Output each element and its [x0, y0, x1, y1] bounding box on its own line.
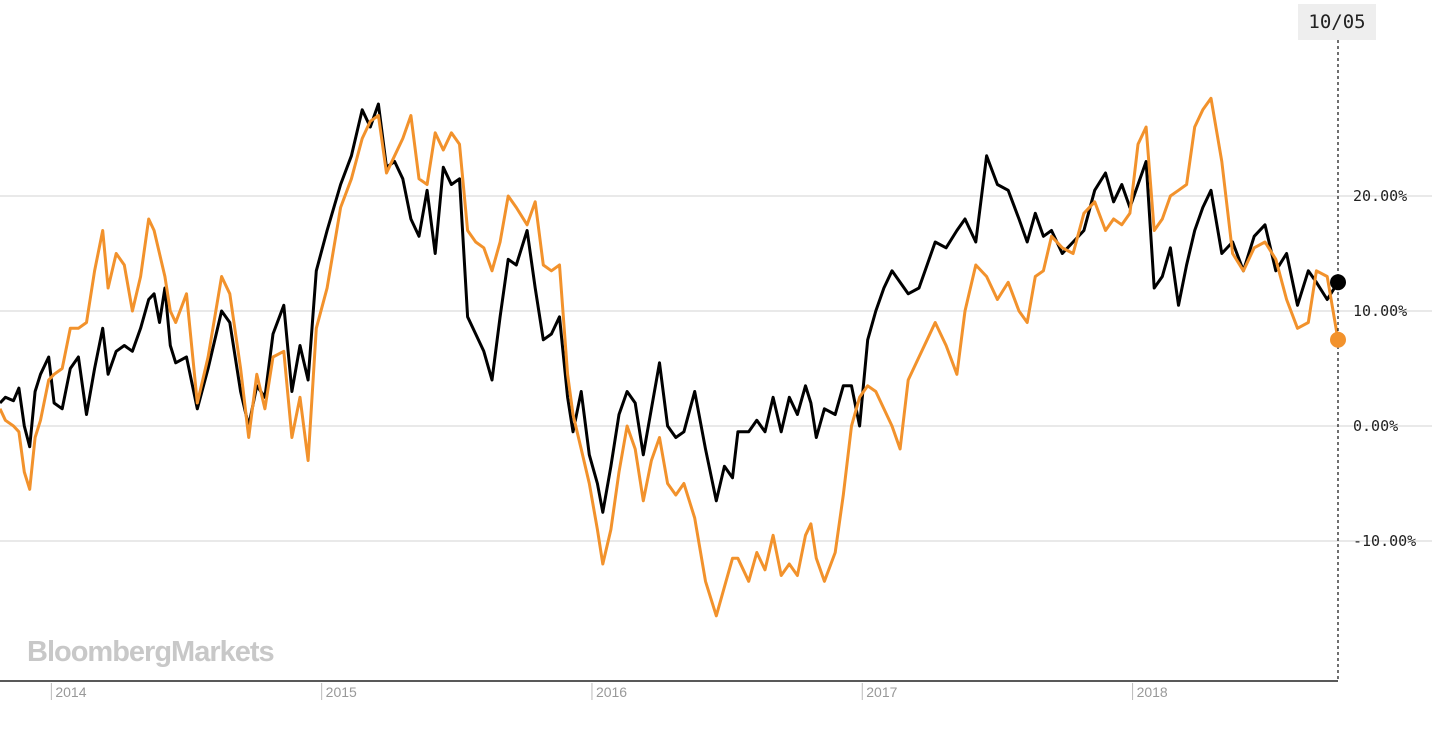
x-tick-label-2: 2016: [596, 684, 627, 700]
y-tick-label-0: 20.00%: [1353, 187, 1407, 205]
date-cursor-label-box: [1298, 4, 1376, 40]
end-markers: [1330, 274, 1346, 348]
y-tick-label-1: 10.00%: [1353, 302, 1407, 320]
x-tick-label-3: 2017: [866, 684, 897, 700]
series-line-orange: [0, 96, 1340, 618]
y-axis-ticks: 20.00% 10.00% 0.00% -10.00%: [1353, 187, 1416, 550]
x-tick-label-1: 2015: [326, 684, 357, 700]
series-layer: [0, 96, 1340, 618]
x-tick-label-0: 2014: [55, 684, 86, 700]
y-tick-label-3: -10.00%: [1353, 532, 1416, 550]
date-cursor-label: 10/05: [1308, 11, 1365, 33]
y-tick-label-2: 0.00%: [1353, 417, 1398, 435]
x-tick-label-4: 2018: [1137, 684, 1168, 700]
gridlines: [0, 195, 1432, 542]
series-line-black: [0, 102, 1340, 514]
end-marker-orange[interactable]: [1330, 331, 1346, 348]
bloomberg-markets-watermark: BloombergMarkets: [27, 636, 274, 668]
end-marker-black[interactable]: [1330, 274, 1346, 291]
x-axis-ticks: 2014 2015 2016 2017 2018: [50, 683, 1168, 700]
